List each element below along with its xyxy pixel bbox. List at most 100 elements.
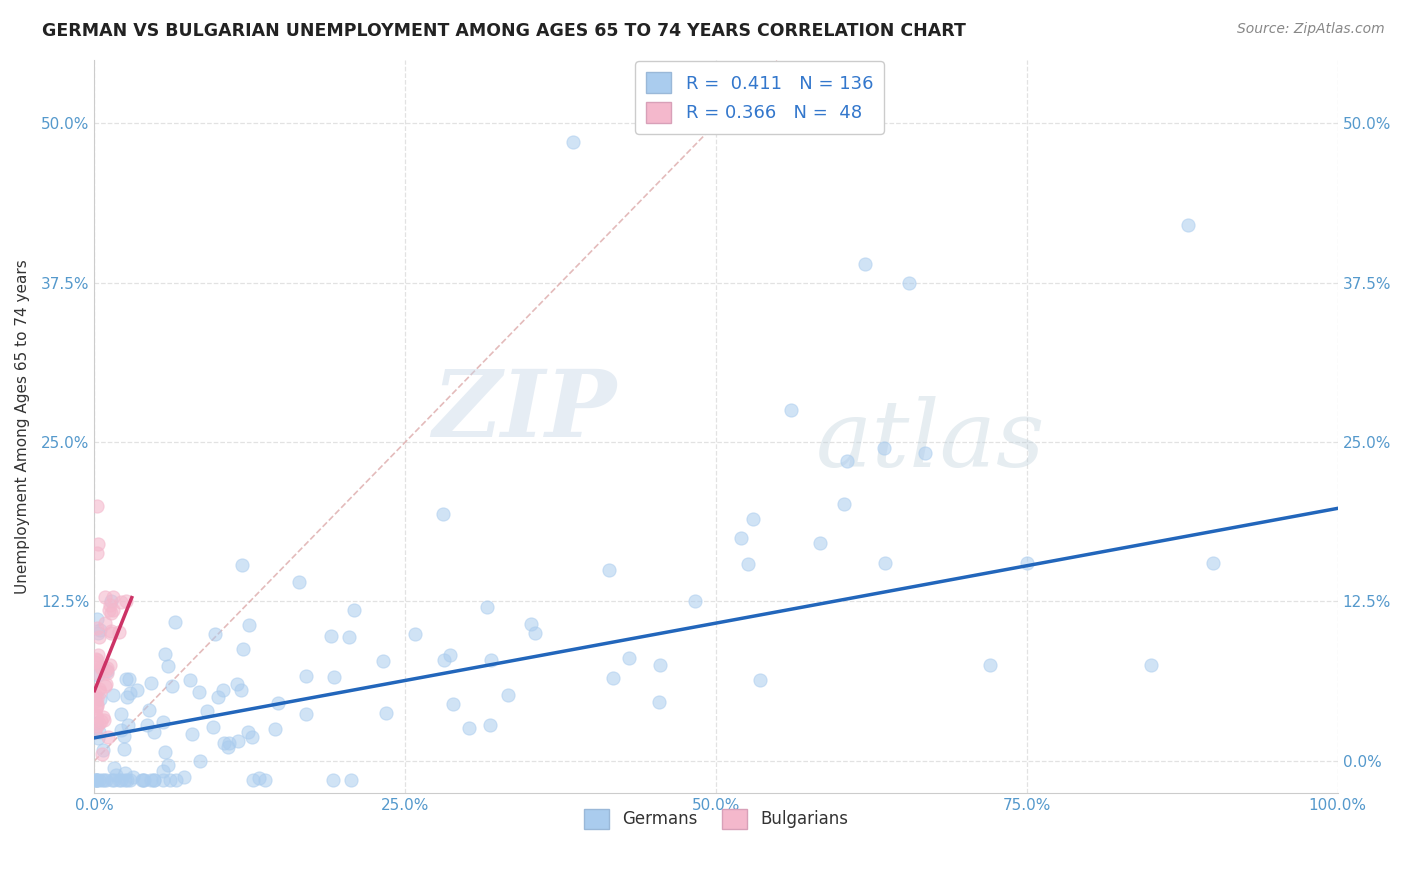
Point [157, 658, 180, 673]
Point [142, 772, 165, 787]
Point [217, 740, 239, 755]
Point [103, 688, 125, 702]
Point [873, 556, 896, 570]
Point [179, 673, 201, 687]
Point [231, 642, 253, 657]
Point [156, 757, 179, 772]
Point [231, 558, 253, 572]
Point [218, 736, 240, 750]
Point [94, 616, 117, 631]
Point [86, 772, 108, 787]
Point [322, 670, 344, 684]
Point [779, 403, 801, 417]
Point [86, 772, 108, 787]
Point [1015, 556, 1038, 570]
Point [432, 508, 454, 522]
Point [110, 772, 132, 787]
Point [103, 772, 125, 787]
Point [101, 603, 124, 617]
Point [188, 754, 211, 768]
Point [231, 683, 253, 698]
Point [375, 706, 398, 720]
Point [86, 772, 108, 787]
Point [89, 692, 111, 706]
Point [122, 770, 145, 784]
Point [84, 688, 107, 702]
Point [496, 688, 519, 702]
Point [226, 733, 249, 747]
Point [619, 651, 641, 665]
Point [475, 600, 498, 615]
Point [180, 727, 202, 741]
Point [89, 772, 111, 787]
Point [84, 701, 107, 715]
Point [110, 723, 132, 737]
Point [118, 772, 141, 787]
Point [96, 666, 118, 681]
Point [749, 673, 772, 687]
Point [89, 685, 111, 699]
Point [337, 630, 360, 644]
Point [897, 276, 920, 290]
Point [1140, 658, 1163, 673]
Point [914, 446, 936, 460]
Point [131, 772, 153, 787]
Point [439, 648, 461, 662]
Point [650, 657, 672, 672]
Point [132, 772, 155, 787]
Point [153, 648, 176, 662]
Point [117, 718, 139, 732]
Point [86, 653, 108, 667]
Point [103, 761, 125, 775]
Point [98, 657, 121, 672]
Point [104, 768, 127, 782]
Point [808, 536, 831, 550]
Point [114, 765, 136, 780]
Point [979, 658, 1001, 673]
Point [433, 653, 456, 667]
Point [371, 654, 394, 668]
Point [523, 626, 546, 640]
Point [288, 575, 311, 590]
Point [294, 669, 316, 683]
Point [478, 718, 501, 732]
Point [742, 511, 765, 525]
Point [86, 719, 108, 733]
Point [520, 616, 543, 631]
Point [87, 626, 110, 640]
Point [165, 772, 187, 787]
Point [114, 772, 136, 787]
Point [160, 680, 183, 694]
Point [238, 618, 260, 632]
Point [118, 672, 141, 686]
Point [202, 720, 225, 734]
Point [108, 772, 131, 787]
Point [93, 772, 115, 787]
Point [86, 772, 108, 787]
Point [94, 590, 117, 604]
Point [195, 704, 218, 718]
Point [853, 256, 876, 270]
Point [834, 497, 856, 511]
Point [107, 625, 129, 640]
Point [97, 730, 120, 744]
Point [100, 625, 122, 640]
Point [91, 747, 114, 762]
Point [173, 770, 195, 784]
Point [87, 668, 110, 682]
Point [340, 772, 363, 787]
Point [100, 624, 122, 639]
Point [132, 772, 155, 787]
Point [207, 690, 229, 705]
Point [90, 772, 112, 787]
Point [115, 690, 138, 704]
Point [96, 664, 118, 678]
Point [84, 655, 107, 669]
Point [84, 716, 107, 731]
Point [598, 563, 620, 577]
Point [242, 772, 264, 787]
Point [86, 691, 108, 706]
Point [101, 772, 124, 787]
Point [457, 722, 479, 736]
Point [1202, 556, 1225, 570]
